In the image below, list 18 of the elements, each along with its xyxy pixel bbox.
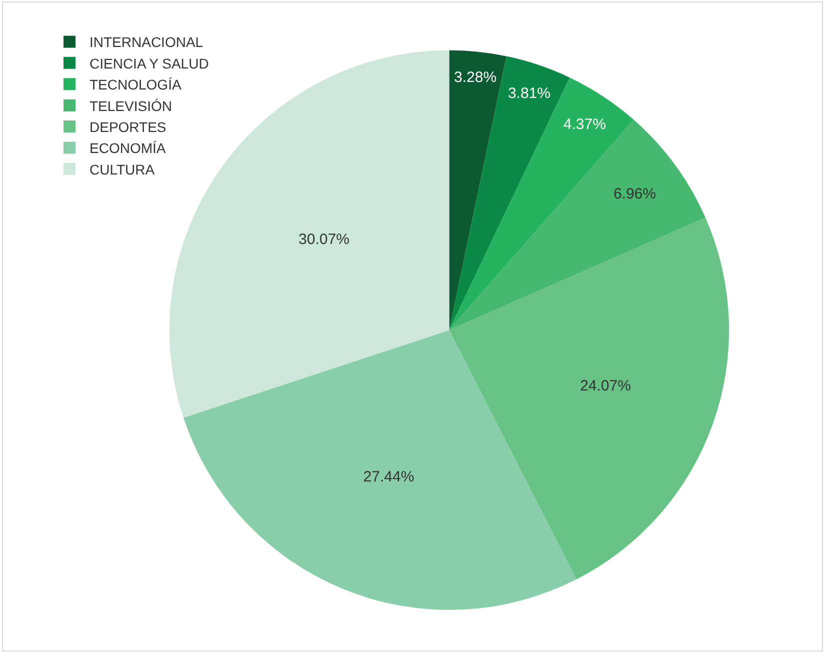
legend-label: CULTURA	[90, 161, 156, 178]
legend-label: TELEVISIÓN	[90, 98, 172, 114]
data-label: 4.37%	[563, 116, 606, 134]
legend-label: ECONOMÍA	[90, 140, 166, 156]
pie-slice	[183, 330, 576, 610]
data-label: 24.07%	[580, 377, 631, 394]
pie-slice	[449, 50, 506, 330]
data-label: 30.07%	[298, 231, 350, 248]
pie-slice	[449, 218, 729, 580]
data-label: 6.96%	[613, 186, 656, 203]
data-label: 3.81%	[508, 84, 550, 102]
data-label: 27.44%	[363, 468, 414, 486]
data-label: 3.28%	[454, 69, 497, 86]
legend-label: TECNOLOGÍA	[90, 76, 182, 93]
legend-label: DEPORTES	[90, 118, 166, 135]
pie-slice	[449, 120, 706, 330]
legend-label: CIENCIA Y SALUD	[90, 55, 209, 72]
legend-label: INTERNACIONAL	[90, 34, 204, 50]
